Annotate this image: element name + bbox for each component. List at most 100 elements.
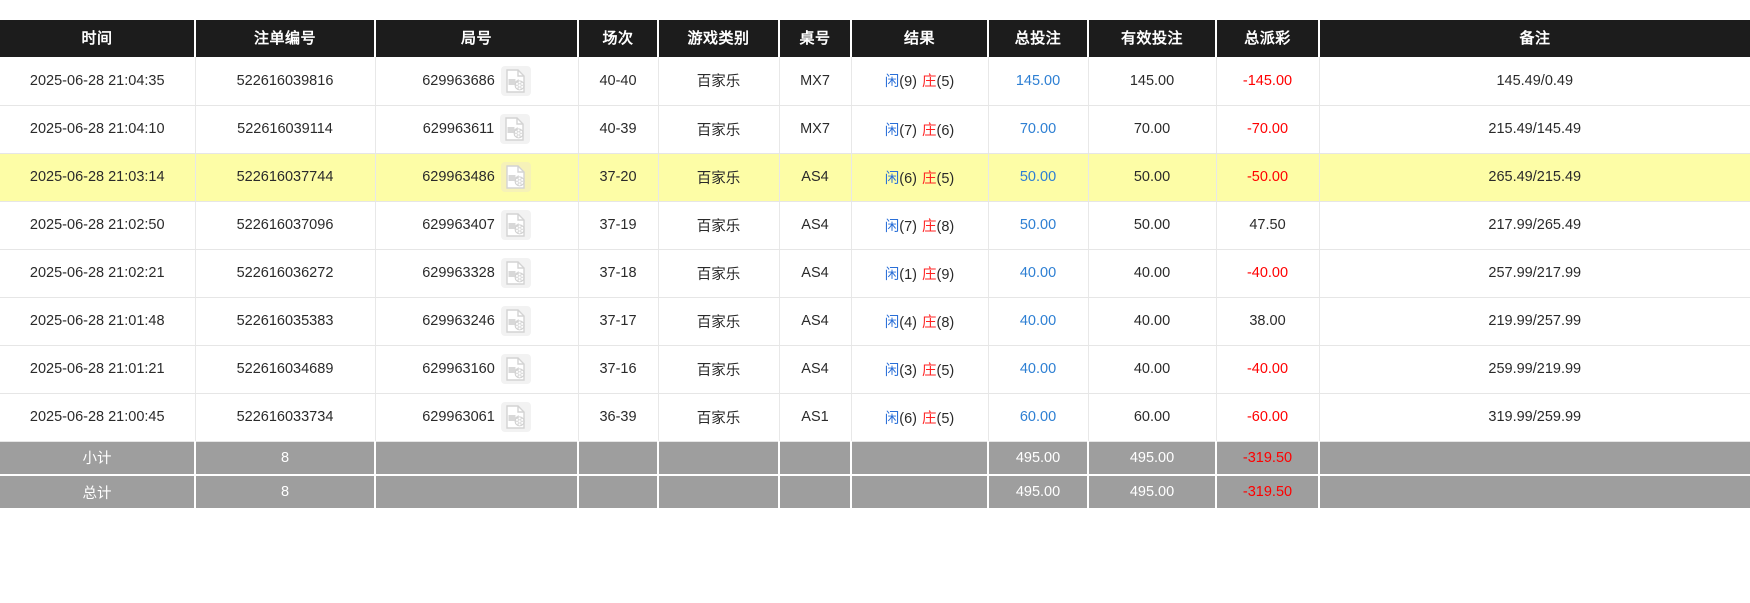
cell-round-no: 629963246	[375, 297, 579, 346]
result-player-label: 闲	[884, 314, 900, 331]
cell-order-no: 522616036272	[195, 249, 376, 298]
cell-time: 2025-06-28 21:03:14	[0, 153, 196, 202]
result-banker-value: (8)	[936, 314, 955, 331]
column-header-valid_bet[interactable]: 有效投注	[1088, 20, 1217, 57]
cell-remark: 217.99/265.49	[1319, 201, 1750, 250]
column-header-remark[interactable]: 备注	[1319, 20, 1750, 57]
cell-time: 2025-06-28 21:04:35	[0, 57, 196, 106]
cell-total-bet[interactable]: 145.00	[988, 57, 1089, 106]
cell-round-no: 629963328	[375, 249, 579, 298]
cell-total-bet[interactable]: 50.00	[988, 201, 1089, 250]
cell-session: 40-40	[578, 57, 659, 106]
video-file-icon[interactable]	[500, 258, 531, 288]
cell-result: 闲(6) 庄(5)	[851, 153, 989, 202]
cell-valid-bet: 40.00	[1088, 249, 1217, 298]
video-file-icon[interactable]	[500, 210, 531, 240]
result-player-label: 闲	[884, 266, 900, 283]
cell-session: 37-16	[578, 345, 659, 394]
column-header-order_no[interactable]: 注单编号	[195, 20, 376, 57]
result-banker-value: (5)	[936, 74, 955, 91]
cell-order-no: 522616034689	[195, 345, 376, 394]
table-row[interactable]: 2025-06-28 21:02:50 522616037096 629963407…	[0, 201, 1750, 250]
cell-table-no: MX7	[779, 57, 852, 106]
column-header-time[interactable]: 时间	[0, 20, 196, 57]
column-header-total_payout[interactable]: 总派彩	[1216, 20, 1320, 57]
video-file-icon[interactable]	[500, 306, 531, 336]
cell-game-type: 百家乐	[658, 153, 780, 202]
cell-session: 36-39	[578, 393, 659, 442]
result-banker-value: (5)	[936, 362, 955, 379]
cell-total-payout: -70.00	[1216, 105, 1320, 154]
footer-total-bet: 495.00	[988, 441, 1089, 476]
cell-order-no: 522616037096	[195, 201, 376, 250]
cell-time: 2025-06-28 21:04:10	[0, 105, 196, 154]
cell-total-bet[interactable]: 60.00	[988, 393, 1089, 442]
column-header-total_bet[interactable]: 总投注	[988, 20, 1089, 57]
result-player-value: (4)	[899, 314, 917, 331]
cell-table-no: AS4	[779, 345, 852, 394]
footer-valid-bet: 495.00	[1088, 475, 1217, 510]
cell-order-no: 522616033734	[195, 393, 376, 442]
result-player-value: (1)	[899, 266, 917, 283]
cell-game-type: 百家乐	[658, 57, 780, 106]
result-player-label: 闲	[884, 122, 900, 139]
table-row[interactable]: 2025-06-28 21:04:10 522616039114 629963611…	[0, 105, 1750, 154]
cell-time: 2025-06-28 21:01:48	[0, 297, 196, 346]
table-row[interactable]: 2025-06-28 21:02:21 522616036272 629963328…	[0, 249, 1750, 298]
result-banker-label: 庄	[922, 218, 937, 235]
table-row[interactable]: 2025-06-28 21:04:35 522616039816 629963686…	[0, 57, 1750, 106]
footer-empty-remark	[1319, 475, 1750, 510]
cell-game-type: 百家乐	[658, 393, 780, 442]
cell-total-bet[interactable]: 40.00	[988, 345, 1089, 394]
cell-total-payout: 38.00	[1216, 297, 1320, 346]
cell-result: 闲(3) 庄(5)	[851, 345, 989, 394]
column-header-game_type[interactable]: 游戏类别	[658, 20, 780, 57]
video-file-icon[interactable]	[500, 162, 531, 192]
table-row[interactable]: 2025-06-28 21:00:45 522616033734 629963061…	[0, 393, 1750, 442]
cell-total-bet[interactable]: 40.00	[988, 297, 1089, 346]
footer-empty-result	[851, 441, 989, 476]
cell-total-bet[interactable]: 50.00	[988, 153, 1089, 202]
cell-game-type: 百家乐	[658, 297, 780, 346]
cell-remark: 265.49/215.49	[1319, 153, 1750, 202]
column-header-round_no[interactable]: 局号	[375, 20, 579, 57]
table-row[interactable]: 2025-06-28 21:01:21 522616034689 629963160…	[0, 345, 1750, 394]
cell-result: 闲(9) 庄(5)	[851, 57, 989, 106]
records-table-container: 时间 注单编号 局号 场次 游戏类别 桌号 结果 总投注 有效投注 总派彩 备注 2025-06-2…	[0, 20, 1750, 510]
column-header-result[interactable]: 结果	[851, 20, 989, 57]
footer-row: 总计 8 495.00 495.00 -319.50	[0, 475, 1750, 510]
video-file-icon[interactable]	[500, 402, 531, 432]
table-row[interactable]: 2025-06-28 21:03:14 522616037744 629963486…	[0, 153, 1750, 202]
round-number: 629963407	[422, 217, 495, 233]
result-banker-value: (6)	[936, 122, 955, 139]
video-file-icon[interactable]	[500, 354, 531, 384]
cell-total-bet[interactable]: 40.00	[988, 249, 1089, 298]
round-number: 629963686	[422, 72, 495, 89]
video-file-icon[interactable]	[500, 114, 531, 144]
cell-total-payout: -40.00	[1216, 249, 1320, 298]
column-header-session[interactable]: 场次	[578, 20, 659, 57]
cell-remark: 145.49/0.49	[1319, 57, 1750, 106]
cell-valid-bet: 50.00	[1088, 201, 1217, 250]
result-player-label: 闲	[884, 410, 900, 427]
column-header-table_no[interactable]: 桌号	[779, 20, 852, 57]
cell-time: 2025-06-28 21:00:45	[0, 393, 196, 442]
round-number: 629963160	[422, 361, 495, 377]
cell-total-bet[interactable]: 70.00	[988, 105, 1089, 154]
table-header: 时间 注单编号 局号 场次 游戏类别 桌号 结果 总投注 有效投注 总派彩 备注	[0, 20, 1750, 57]
cell-remark: 257.99/217.99	[1319, 249, 1750, 298]
table-row[interactable]: 2025-06-28 21:01:48 522616035383 629963246…	[0, 297, 1750, 346]
cell-session: 40-39	[578, 105, 659, 154]
footer-empty-table-no	[779, 441, 852, 476]
footer-valid-bet: 495.00	[1088, 441, 1217, 476]
result-player-label: 闲	[884, 170, 900, 187]
cell-table-no: AS4	[779, 153, 852, 202]
round-number: 629963328	[422, 265, 495, 281]
cell-order-no: 522616039816	[195, 57, 376, 106]
cell-result: 闲(4) 庄(8)	[851, 297, 989, 346]
cell-session: 37-20	[578, 153, 659, 202]
video-file-icon[interactable]	[500, 65, 531, 96]
cell-round-no: 629963686	[375, 57, 579, 106]
cell-table-no: AS4	[779, 297, 852, 346]
footer-empty-game-type	[658, 475, 780, 510]
